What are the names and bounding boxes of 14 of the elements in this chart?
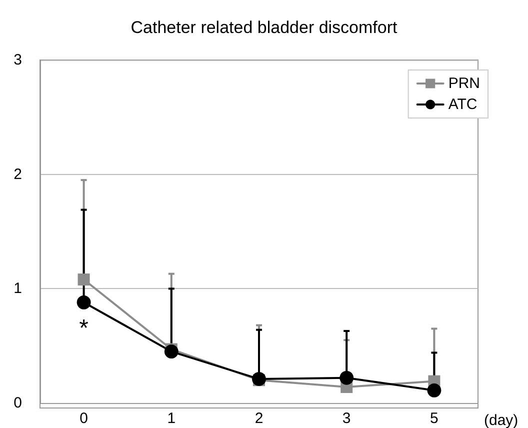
x-axis-title: (day) (484, 412, 518, 428)
y-tick-label: 2 (14, 166, 22, 183)
x-tick-label: 0 (80, 410, 88, 427)
annotation: * (79, 314, 88, 342)
y-tick-label: 3 (14, 52, 22, 68)
y-tick-label: 0 (14, 394, 22, 412)
legend-label: PRN (448, 75, 480, 92)
x-tick-label: 3 (342, 410, 351, 427)
y-tick-label: 1 (14, 280, 22, 298)
x-tick-label: 5 (430, 410, 438, 427)
x-tick-label: 1 (167, 410, 176, 427)
legend-label: ATC (448, 96, 478, 113)
x-tick-label: 2 (254, 410, 264, 427)
chart-title: Catheter related bladder discomfort (130, 18, 398, 37)
